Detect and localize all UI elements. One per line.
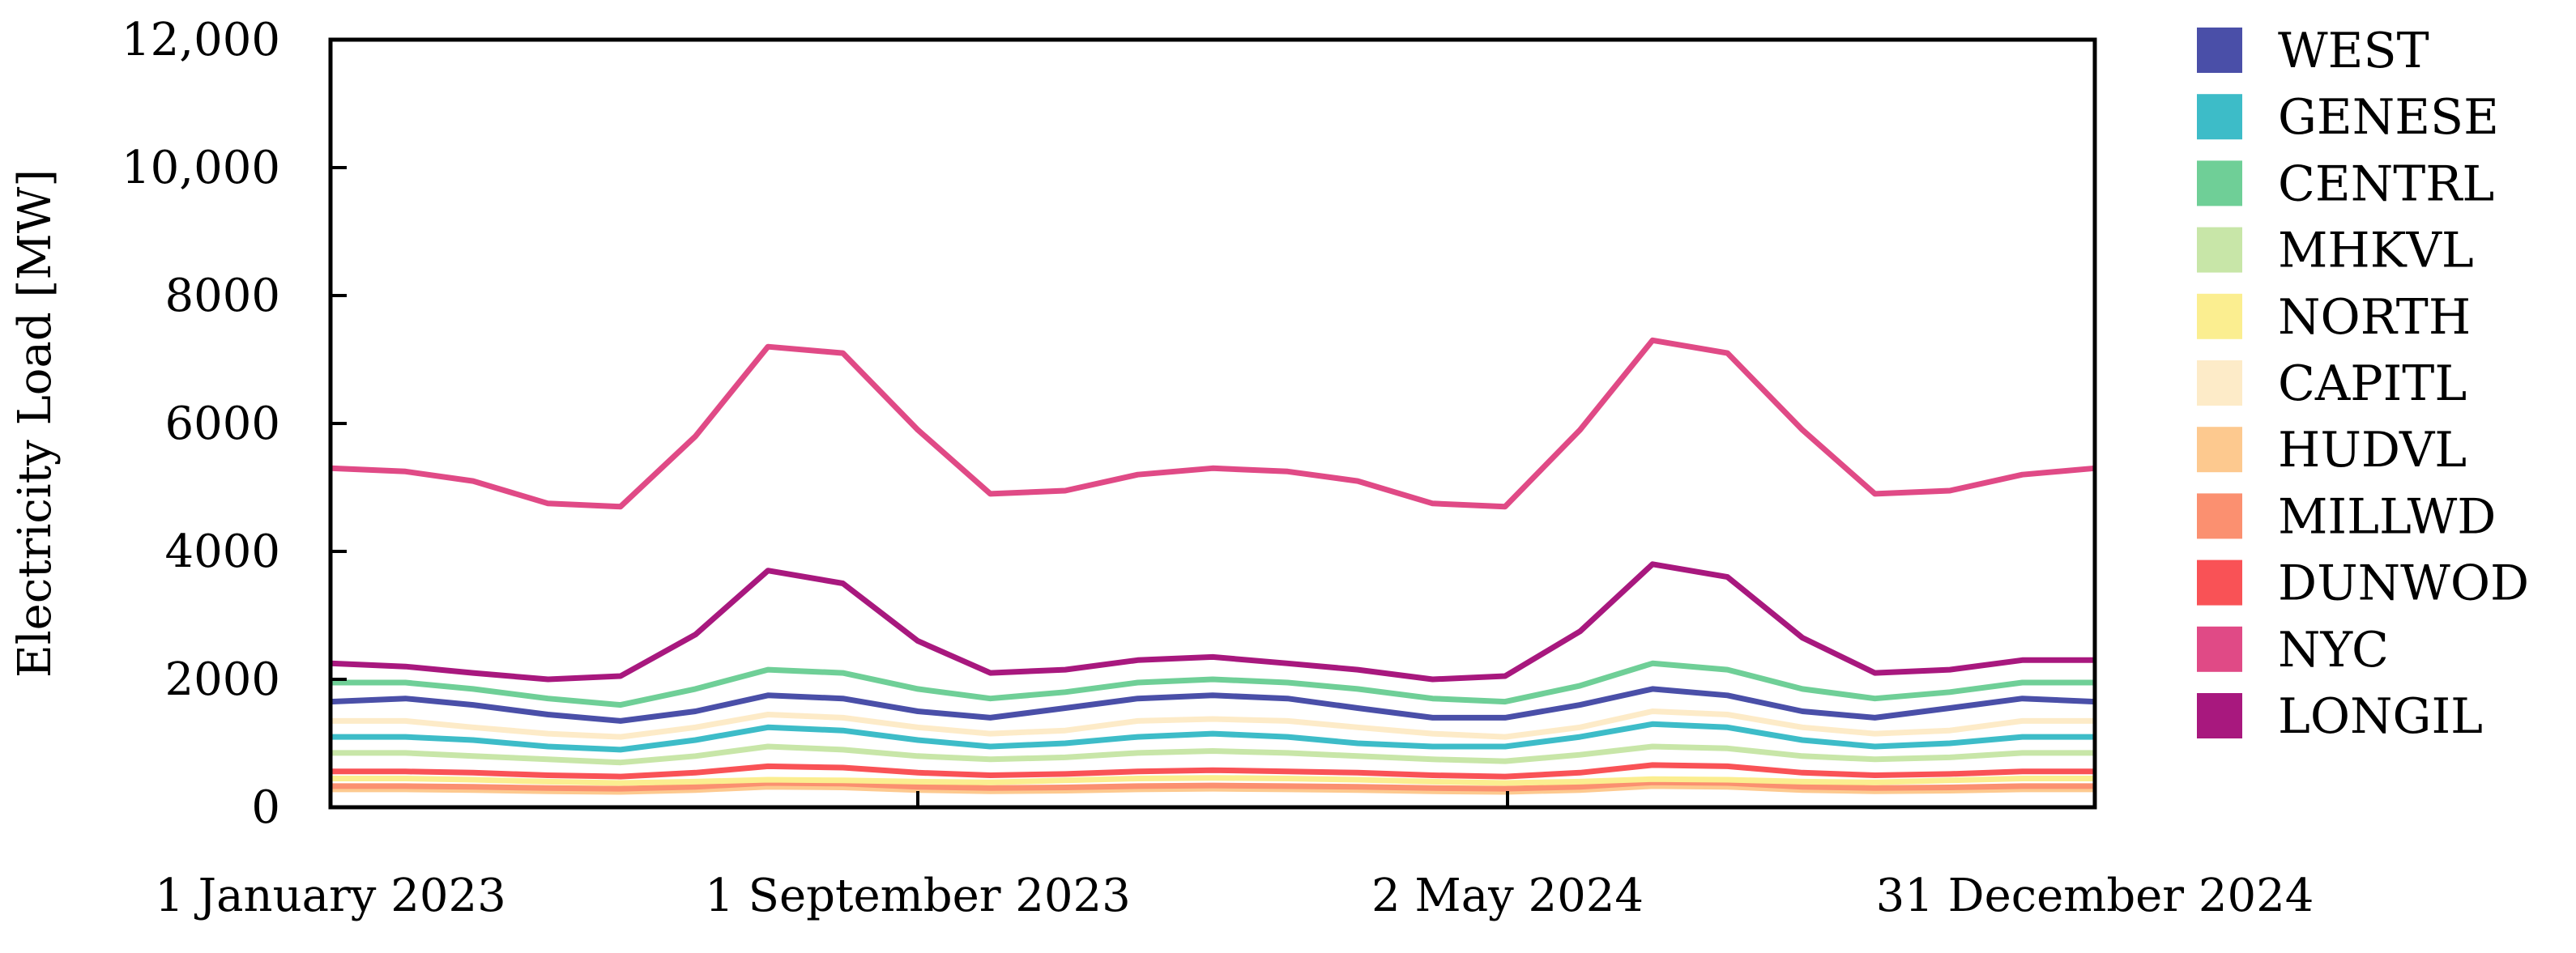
series-line-millwd [331,779,2095,792]
legend-swatch-mhkvl [2197,227,2242,273]
legend-label-dunwod: DUNWOD [2278,555,2529,612]
legend-label-millwd: MILLWD [2278,488,2496,545]
legend-label-genese: GENESE [2278,89,2499,146]
y-tick-label: 6000 [164,398,280,450]
y-tick-label: 10,000 [122,142,280,194]
x-tick-label: 1 September 2023 [705,870,1131,922]
series-line-west [330,686,2096,724]
legend-swatch-millwd [2197,493,2242,539]
y-tick-label: 12,000 [122,14,280,66]
series-line-genese [331,721,2095,753]
y-tick-label: 2000 [164,653,280,706]
y-tick-label: 0 [251,781,280,834]
legend-label-capitl: CAPITL [2278,355,2467,412]
legend-swatch-centrl [2197,160,2242,206]
x-axis: 1 January 2023 1 September 2023 2 May 2024… [155,791,2314,922]
legend-swatch-hudvl [2197,427,2242,473]
series-line-north [331,775,2095,786]
y-axis: 0 2000 4000 6000 8000 10,000 12,000 [122,14,347,834]
legend: WEST GENESE CENTRL MHKVL NORTH CAPITL HUDVL MIL… [2197,23,2529,745]
y-tick-label: 8000 [164,270,280,322]
x-tick-label: 2 May 2024 [1371,870,1644,922]
series-line-dunwod [331,762,2095,780]
legend-swatch-capitl [2197,360,2242,406]
legend-label-hudvl: HUDVL [2278,422,2467,479]
series-line-nyc [330,337,2096,510]
legend-swatch-west [2197,28,2242,73]
legend-swatch-dunwod [2197,559,2242,606]
legend-label-centrl: CENTRL [2278,155,2494,212]
series-line-mhkvl [331,743,2095,766]
legend-swatch-longil [2197,693,2242,738]
legend-label-west: WEST [2278,23,2429,79]
legend-label-longil: LONGIL [2278,688,2483,745]
legend-label-north: NORTH [2278,289,2471,346]
series-line-capitl [331,708,2095,740]
legend-swatch-nyc [2197,626,2242,672]
x-tick-label: 31 December 2024 [1876,870,2314,922]
x-tick-label: 1 January 2023 [155,870,506,922]
series-line-longil [330,561,2095,683]
series-line-hudvl [331,783,2095,795]
series-line-centrl [331,660,2095,708]
legend-label-nyc: NYC [2278,622,2389,679]
plot-area [330,337,2096,795]
legend-swatch-genese [2197,94,2242,140]
y-tick-label: 4000 [164,525,280,578]
y-axis-label: Electricity Load [MW] [9,169,62,678]
legend-swatch-north [2197,293,2242,339]
legend-label-mhkvl: MHKVL [2278,223,2474,279]
